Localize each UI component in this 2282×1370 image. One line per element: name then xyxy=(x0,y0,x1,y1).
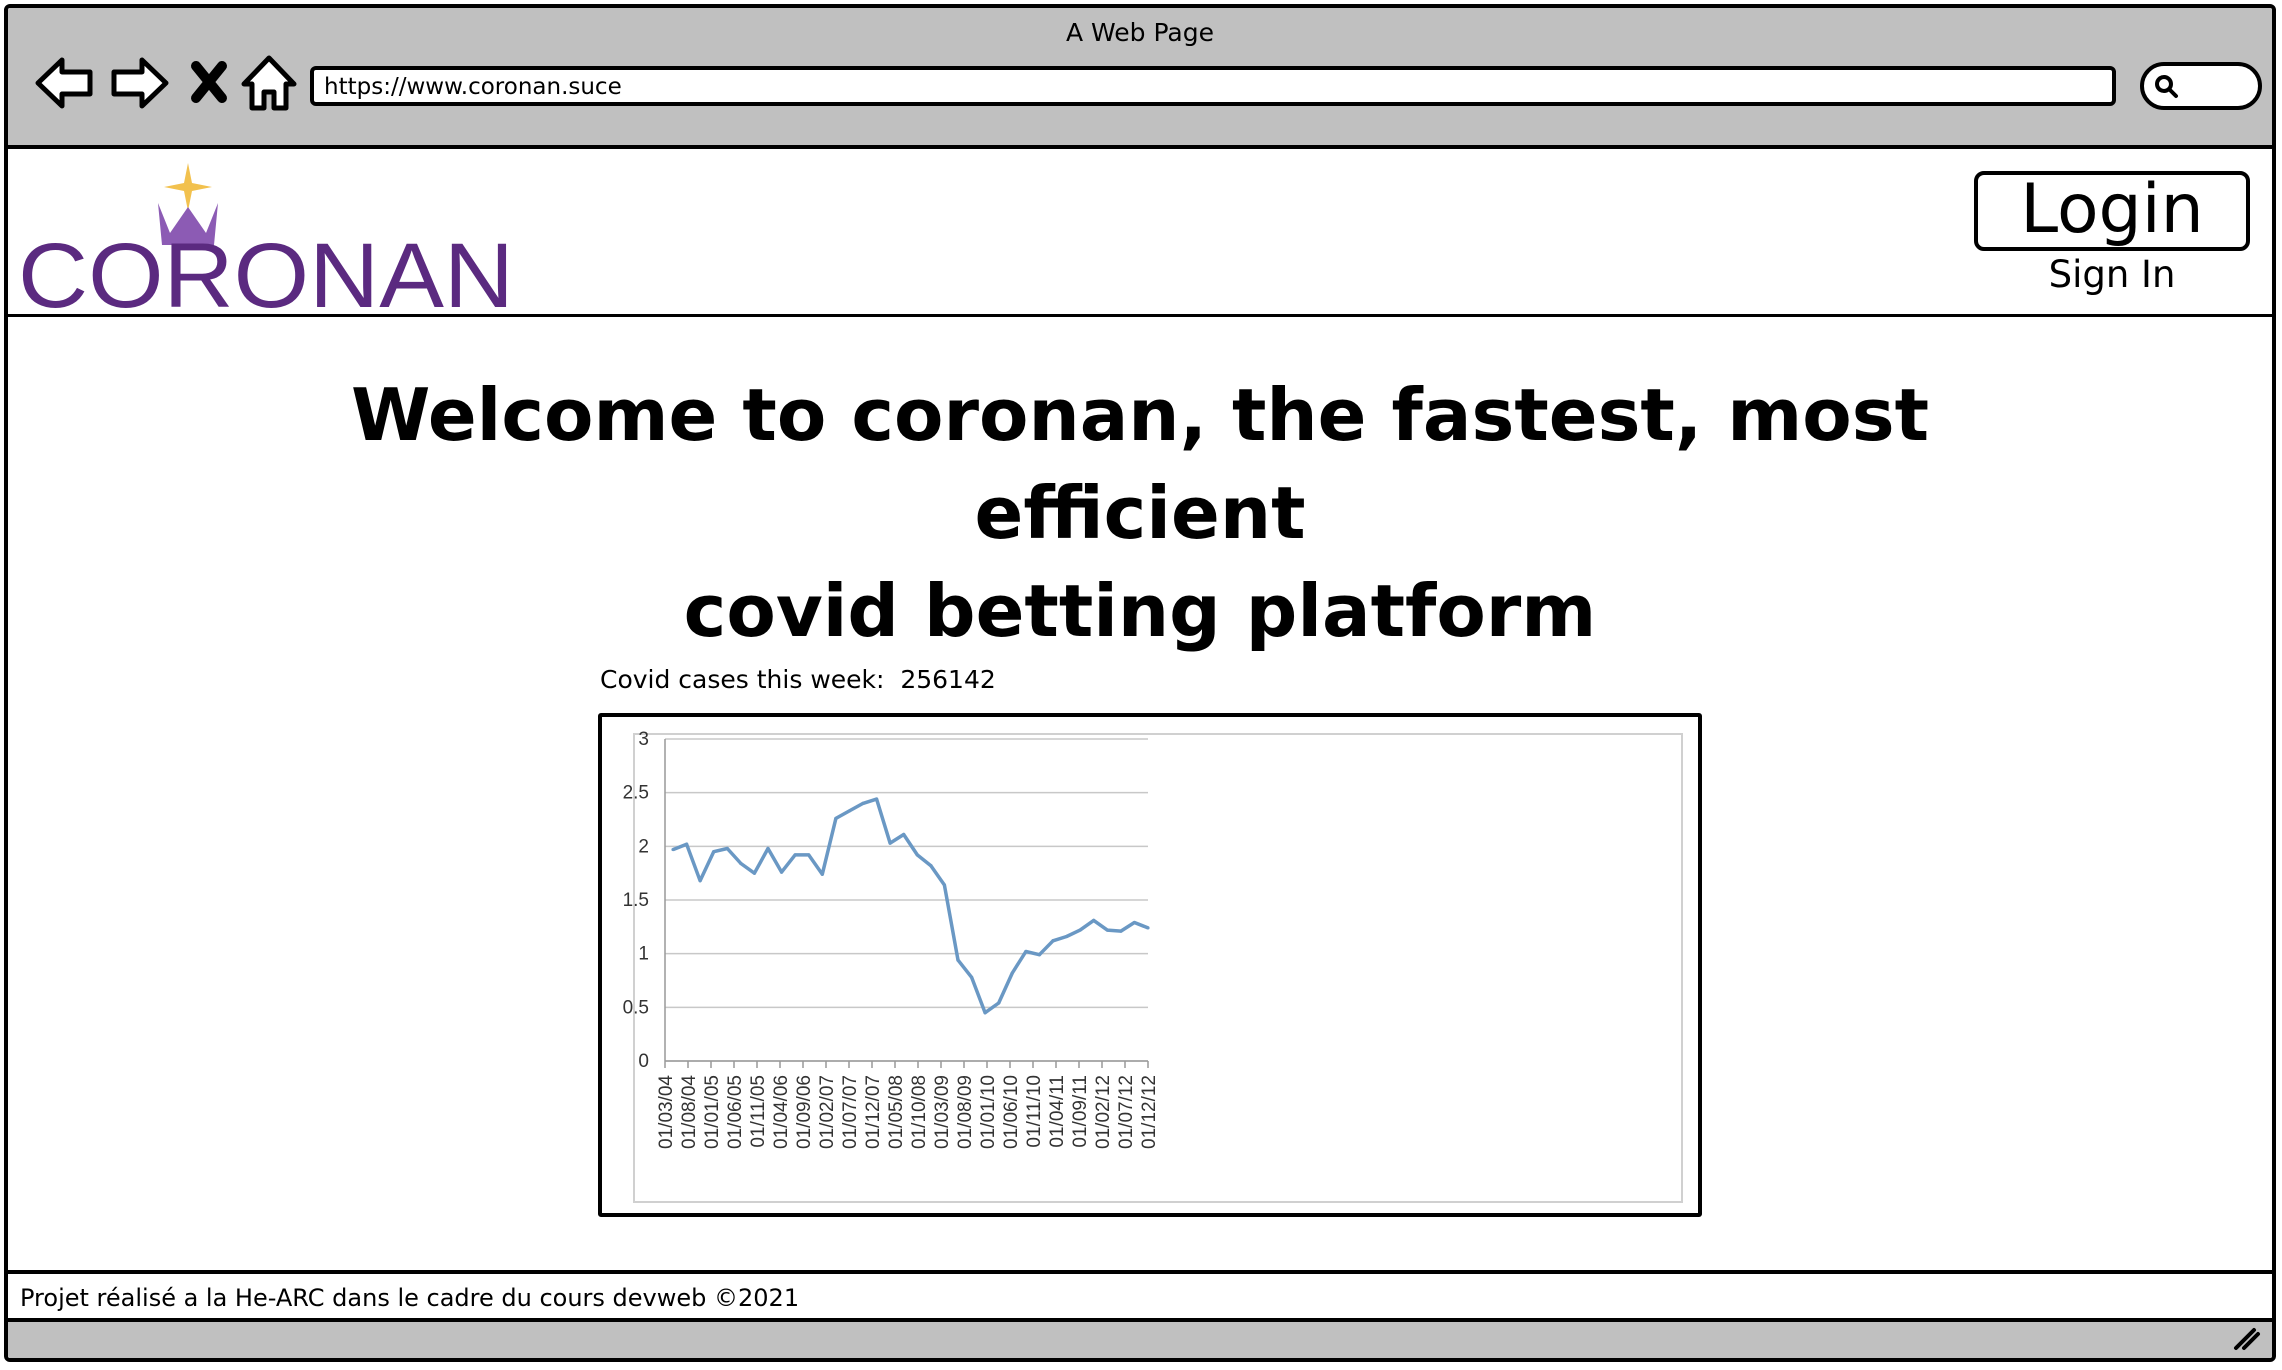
x-tick-label: 01/05/08 xyxy=(886,1075,907,1149)
x-tick-label: 01/11/10 xyxy=(1024,1075,1045,1148)
data-point xyxy=(739,861,743,866)
data-point xyxy=(834,816,838,821)
x-tick-label: 01/07/12 xyxy=(1116,1075,1137,1149)
x-tick-label: 01/03/09 xyxy=(932,1075,953,1149)
y-tick-label: 1.5 xyxy=(623,890,649,911)
browser-titlebar: A Web Page https://www.coronan.suce xyxy=(8,8,2272,149)
data-point xyxy=(712,850,716,854)
x-tick-label: 01/08/04 xyxy=(679,1075,700,1149)
cases-series-line xyxy=(672,797,1149,1015)
window-title: A Web Page xyxy=(1065,18,1215,47)
x-tick-label: 01/11/05 xyxy=(748,1075,769,1148)
data-point xyxy=(779,870,784,874)
y-tick-label: 3 xyxy=(638,729,649,750)
welcome-line-1: Welcome to coronan, the fastest, most ef… xyxy=(350,373,1930,555)
address-bar[interactable]: https://www.coronan.suce xyxy=(310,66,2116,106)
browser-window: A Web Page https://www.coronan.suce COR xyxy=(4,4,2276,1362)
back-arrow-icon[interactable] xyxy=(30,48,100,118)
data-point xyxy=(1105,928,1109,932)
data-point xyxy=(929,864,933,868)
sign-in-link[interactable]: Sign In xyxy=(2048,253,2176,296)
x-tick-label: 01/09/06 xyxy=(794,1075,815,1149)
data-point xyxy=(1051,939,1055,943)
data-point xyxy=(1078,928,1082,932)
logo-text: CORONAN xyxy=(18,225,514,311)
x-tick-label: 01/06/10 xyxy=(1001,1075,1022,1149)
url-text: https://www.coronan.suce xyxy=(324,74,622,100)
welcome-line-2: covid betting platform xyxy=(683,569,1597,653)
data-point xyxy=(997,1001,1001,1005)
cases-chart-container: 0 0.5 1 1.5 2 2.5 3 01/03/04 01/08/04 01/01/05 01/… xyxy=(598,713,1702,1217)
data-point xyxy=(1064,934,1069,939)
y-tick-label: 1 xyxy=(638,944,649,965)
data-point xyxy=(1146,926,1150,930)
y-tick-label: 2.5 xyxy=(623,783,649,804)
footer-text: Projet réalisé a la He-ARC dans le cadre… xyxy=(20,1284,800,1312)
data-point xyxy=(956,958,960,962)
y-tick-label: 0 xyxy=(638,1051,649,1072)
data-point xyxy=(684,842,689,846)
data-point xyxy=(902,832,906,837)
x-tick-label: 01/06/05 xyxy=(725,1075,746,1149)
data-point xyxy=(793,853,797,857)
data-point xyxy=(969,975,974,979)
data-point xyxy=(1024,949,1028,954)
cases-this-week: Covid cases this week: 256142 xyxy=(600,665,996,694)
y-tick-label: 0.5 xyxy=(623,997,649,1018)
x-tick-label: 01/04/06 xyxy=(771,1075,792,1149)
search-icon xyxy=(2155,75,2178,98)
data-point xyxy=(1092,918,1096,922)
y-tick-label: 2 xyxy=(638,836,649,857)
data-point xyxy=(1119,929,1123,933)
data-point xyxy=(847,809,852,813)
site-header: CORONAN Login Sign In xyxy=(8,149,2272,317)
x-tick-label: 01/01/10 xyxy=(978,1075,999,1149)
x-tick-label: 01/08/09 xyxy=(955,1075,976,1149)
close-icon[interactable] xyxy=(174,48,244,118)
data-point xyxy=(820,872,824,876)
cases-value: 256142 xyxy=(900,665,996,694)
data-point xyxy=(752,871,757,875)
data-point xyxy=(807,853,811,857)
x-tick-label: 01/07/07 xyxy=(840,1075,861,1149)
home-icon[interactable] xyxy=(234,48,304,118)
x-tick-label: 01/12/12 xyxy=(1139,1075,1160,1149)
x-tick-label: 01/02/12 xyxy=(1093,1075,1114,1149)
forward-arrow-icon[interactable] xyxy=(104,48,174,118)
chart-plot-frame xyxy=(633,733,1683,1203)
data-point xyxy=(983,1011,987,1015)
welcome-heading: Welcome to coronan, the fastest, most ef… xyxy=(208,366,2072,660)
data-point xyxy=(861,801,865,805)
data-point xyxy=(671,847,675,852)
data-point xyxy=(698,879,702,883)
data-point xyxy=(874,797,879,801)
data-point xyxy=(766,846,770,851)
search-box[interactable] xyxy=(2140,62,2262,110)
x-tick-label: 01/12/07 xyxy=(863,1075,884,1149)
login-button[interactable]: Login xyxy=(1974,171,2250,251)
data-point xyxy=(915,853,919,857)
x-tick-label: 01/04/11 xyxy=(1047,1075,1068,1148)
coronan-logo[interactable]: CORONAN xyxy=(18,163,518,311)
x-tick-label: 01/10/08 xyxy=(909,1075,930,1149)
x-tick-label: 01/09/11 xyxy=(1070,1075,1091,1148)
x-tick-label: 01/01/05 xyxy=(702,1075,723,1149)
x-tick-label: 01/03/04 xyxy=(656,1075,677,1149)
data-point xyxy=(1132,920,1137,925)
cases-label: Covid cases this week: xyxy=(600,665,885,694)
resize-handle-icon[interactable] xyxy=(2230,1324,2262,1352)
data-point xyxy=(888,841,892,845)
data-point xyxy=(725,846,729,851)
site-footer: Projet réalisé a la He-ARC dans le cadre… xyxy=(8,1270,2272,1322)
data-point xyxy=(942,883,947,887)
browser-statusbar xyxy=(8,1322,2272,1358)
data-point xyxy=(1010,971,1014,975)
data-point xyxy=(1037,953,1042,957)
x-tick-label: 01/02/07 xyxy=(817,1075,838,1149)
